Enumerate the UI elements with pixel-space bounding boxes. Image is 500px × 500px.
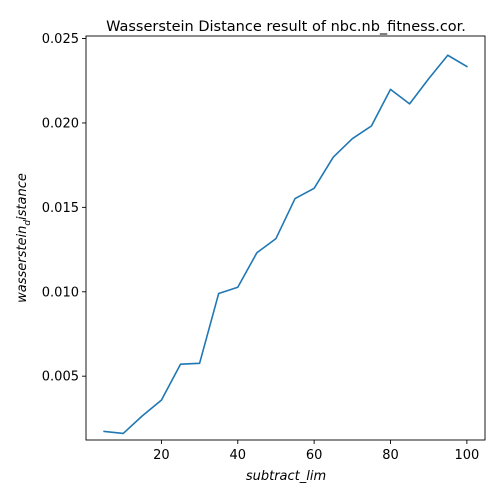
y-tick-label: 0.020 xyxy=(42,116,79,131)
y-axis-label-base: wasserstein xyxy=(15,226,30,303)
plot-frame xyxy=(85,35,486,441)
y-axis-ticks: 0.005 0.010 0.015 0.020 0.025 xyxy=(42,32,86,385)
x-tick-label: 20 xyxy=(153,448,170,463)
y-axis-label: wassersteindistance xyxy=(15,173,33,303)
y-tick-label: 0.015 xyxy=(42,201,79,216)
series-line xyxy=(103,54,468,435)
x-tick-label: 60 xyxy=(306,448,323,463)
x-tick-label: 100 xyxy=(454,448,479,463)
y-tick-label: 0.005 xyxy=(42,370,79,385)
plot-background xyxy=(86,36,485,440)
y-axis-label-subscript: d xyxy=(23,220,33,226)
y-axis-label-rest: istance xyxy=(15,173,30,220)
x-tick-label: 40 xyxy=(229,448,246,463)
x-tick-label: 80 xyxy=(382,448,399,463)
x-axis-label: subtract_lim xyxy=(246,469,326,484)
x-axis-ticks: 20 40 60 80 100 xyxy=(153,440,479,463)
plot-area: 20 40 60 80 100 0.005 0.010 0.015 0.020 0.025 xyxy=(42,32,486,463)
y-tick-label: 0.025 xyxy=(42,32,79,47)
y-tick-label: 0.010 xyxy=(42,285,79,300)
chart-title: Wasserstein Distance result of nbc.nb_fi… xyxy=(106,19,466,35)
